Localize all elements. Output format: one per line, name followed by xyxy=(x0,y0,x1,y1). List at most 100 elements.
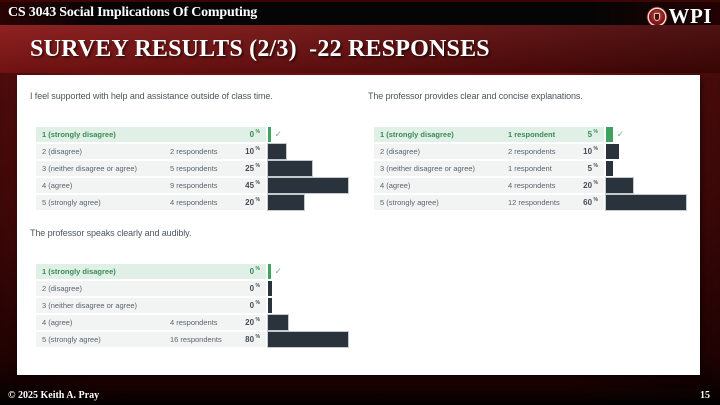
survey-block-2: The professor provides clear and concise… xyxy=(368,91,700,212)
row-cells: 2 (disagree) 2 respondents 10% xyxy=(374,144,604,159)
row-bar-area: ✓ xyxy=(268,264,282,279)
survey-row: 4 (agree) 4 respondents 20% xyxy=(374,178,700,193)
percent-value: 0 xyxy=(249,301,255,310)
row-bar-area xyxy=(268,161,313,176)
row-cells: 3 (neither disagree or agree) 1 responden… xyxy=(374,161,604,176)
row-percent: 20% xyxy=(226,317,266,327)
row-label: 3 (neither disagree or agree) xyxy=(42,164,138,173)
row-respondents: 2 respondents xyxy=(508,147,556,156)
row-percent: 0% xyxy=(226,129,266,139)
survey-row: 4 (agree) 9 respondents 45% xyxy=(36,178,362,193)
percent-sign: % xyxy=(593,197,598,203)
row-bar-area xyxy=(606,195,686,210)
header-bar: CS 3043 Social Implications Of Computing… xyxy=(0,0,720,28)
row-bar-area xyxy=(268,298,272,313)
row-label: 5 (strongly agree) xyxy=(380,198,439,207)
bar xyxy=(606,195,686,210)
title-band: SURVEY RESULTS (2/3) -22 RESPONSES xyxy=(0,25,720,73)
survey-row: 3 (neither disagree or agree) 1 responden… xyxy=(374,161,700,176)
row-percent: 10% xyxy=(226,146,266,156)
percent-sign: % xyxy=(593,163,598,169)
bar xyxy=(268,281,272,296)
row-label: 5 (strongly agree) xyxy=(42,198,101,207)
percent-value: 0 xyxy=(249,284,255,293)
row-bar-area xyxy=(606,161,613,176)
percent-value: 45 xyxy=(245,181,255,190)
row-percent: 25% xyxy=(226,163,266,173)
survey-block-1: I feel supported with help and assistanc… xyxy=(30,91,362,212)
row-respondents: 5 respondents xyxy=(170,164,218,173)
bar xyxy=(268,127,271,142)
percent-sign: % xyxy=(255,163,260,169)
survey-question: I feel supported with help and assistanc… xyxy=(30,91,273,101)
percent-value: 80 xyxy=(245,335,255,344)
row-label: 2 (disagree) xyxy=(42,147,83,156)
row-cells: 2 (disagree) 0% xyxy=(36,281,266,296)
row-cells: 1 (strongly disagree) 0% xyxy=(36,264,266,279)
row-label: 2 (disagree) xyxy=(380,147,421,156)
percent-sign: % xyxy=(255,197,260,203)
survey-row: 4 (agree) 4 respondents 20% xyxy=(36,315,362,330)
row-bar-area xyxy=(268,178,348,193)
percent-sign: % xyxy=(255,334,260,340)
bar xyxy=(268,298,272,313)
survey-row: 5 (strongly agree) 4 respondents 20% xyxy=(36,195,362,210)
survey-row: 1 (strongly disagree) 0% ✓ xyxy=(36,127,362,142)
survey-row: 2 (disagree) 2 respondents 10% xyxy=(374,144,700,159)
percent-sign: % xyxy=(255,266,260,272)
row-percent: 5% xyxy=(564,129,604,139)
check-icon: ✓ xyxy=(616,129,625,139)
row-bar-area xyxy=(268,315,288,330)
survey-row: 2 (disagree) 0% xyxy=(36,281,362,296)
percent-value: 25 xyxy=(245,164,255,173)
row-bar-area: ✓ xyxy=(268,127,282,142)
percent-sign: % xyxy=(255,300,260,306)
percent-sign: % xyxy=(255,283,260,289)
row-label: 4 (agree) xyxy=(42,181,73,190)
row-respondents: 12 respondents xyxy=(508,198,560,207)
wpi-logo: WPI xyxy=(648,4,713,29)
percent-value: 20 xyxy=(583,181,593,190)
row-label: 1 (strongly disagree) xyxy=(380,130,454,139)
row-cells: 4 (agree) 4 respondents 20% xyxy=(36,315,266,330)
survey-table: 1 (strongly disagree) 1 respondent 5% ✓ 2 (d… xyxy=(374,127,700,210)
percent-value: 20 xyxy=(245,318,255,327)
percent-sign: % xyxy=(255,146,260,152)
percent-sign: % xyxy=(255,317,260,323)
row-label: 1 (strongly disagree) xyxy=(42,130,116,139)
row-respondents: 1 respondent xyxy=(508,130,556,139)
row-cells: 2 (disagree) 2 respondents 10% xyxy=(36,144,266,159)
survey-row: 1 (strongly disagree) 1 respondent 5% ✓ xyxy=(374,127,700,142)
row-respondents: 2 respondents xyxy=(170,147,218,156)
row-percent: 60% xyxy=(564,197,604,207)
survey-row: 1 (strongly disagree) 0% ✓ xyxy=(36,264,362,279)
row-cells: 3 (neither disagree or agree) 0% xyxy=(36,298,266,313)
course-title: CS 3043 Social Implications Of Computing xyxy=(8,5,258,20)
row-percent: 0% xyxy=(226,300,266,310)
row-percent: 0% xyxy=(226,283,266,293)
percent-value: 10 xyxy=(245,147,255,156)
bar xyxy=(268,332,348,347)
row-respondents: 4 respondents xyxy=(170,198,218,207)
row-cells: 5 (strongly agree) 4 respondents 20% xyxy=(36,195,266,210)
row-bar-area xyxy=(268,144,286,159)
survey-table: 1 (strongly disagree) 0% ✓ 2 (disagree) 0% 3 … xyxy=(36,264,362,347)
bar xyxy=(606,161,613,176)
bar xyxy=(606,178,633,193)
row-percent: 20% xyxy=(564,180,604,190)
percent-value: 5 xyxy=(587,164,593,173)
percent-sign: % xyxy=(255,129,260,135)
row-bar-area xyxy=(268,281,272,296)
percent-value: 10 xyxy=(583,147,593,156)
row-bar-area xyxy=(606,144,620,159)
survey-row: 2 (disagree) 2 respondents 10% xyxy=(36,144,362,159)
row-percent: 5% xyxy=(564,163,604,173)
row-cells: 5 (strongly agree) 12 respondents 60% xyxy=(374,195,604,210)
row-percent: 45% xyxy=(226,180,266,190)
row-respondents: 16 respondents xyxy=(170,335,222,344)
slide-title: SURVEY RESULTS (2/3) -22 RESPONSES xyxy=(30,36,490,62)
percent-sign: % xyxy=(593,129,598,135)
row-percent: 80% xyxy=(226,334,266,344)
percent-sign: % xyxy=(255,180,260,186)
